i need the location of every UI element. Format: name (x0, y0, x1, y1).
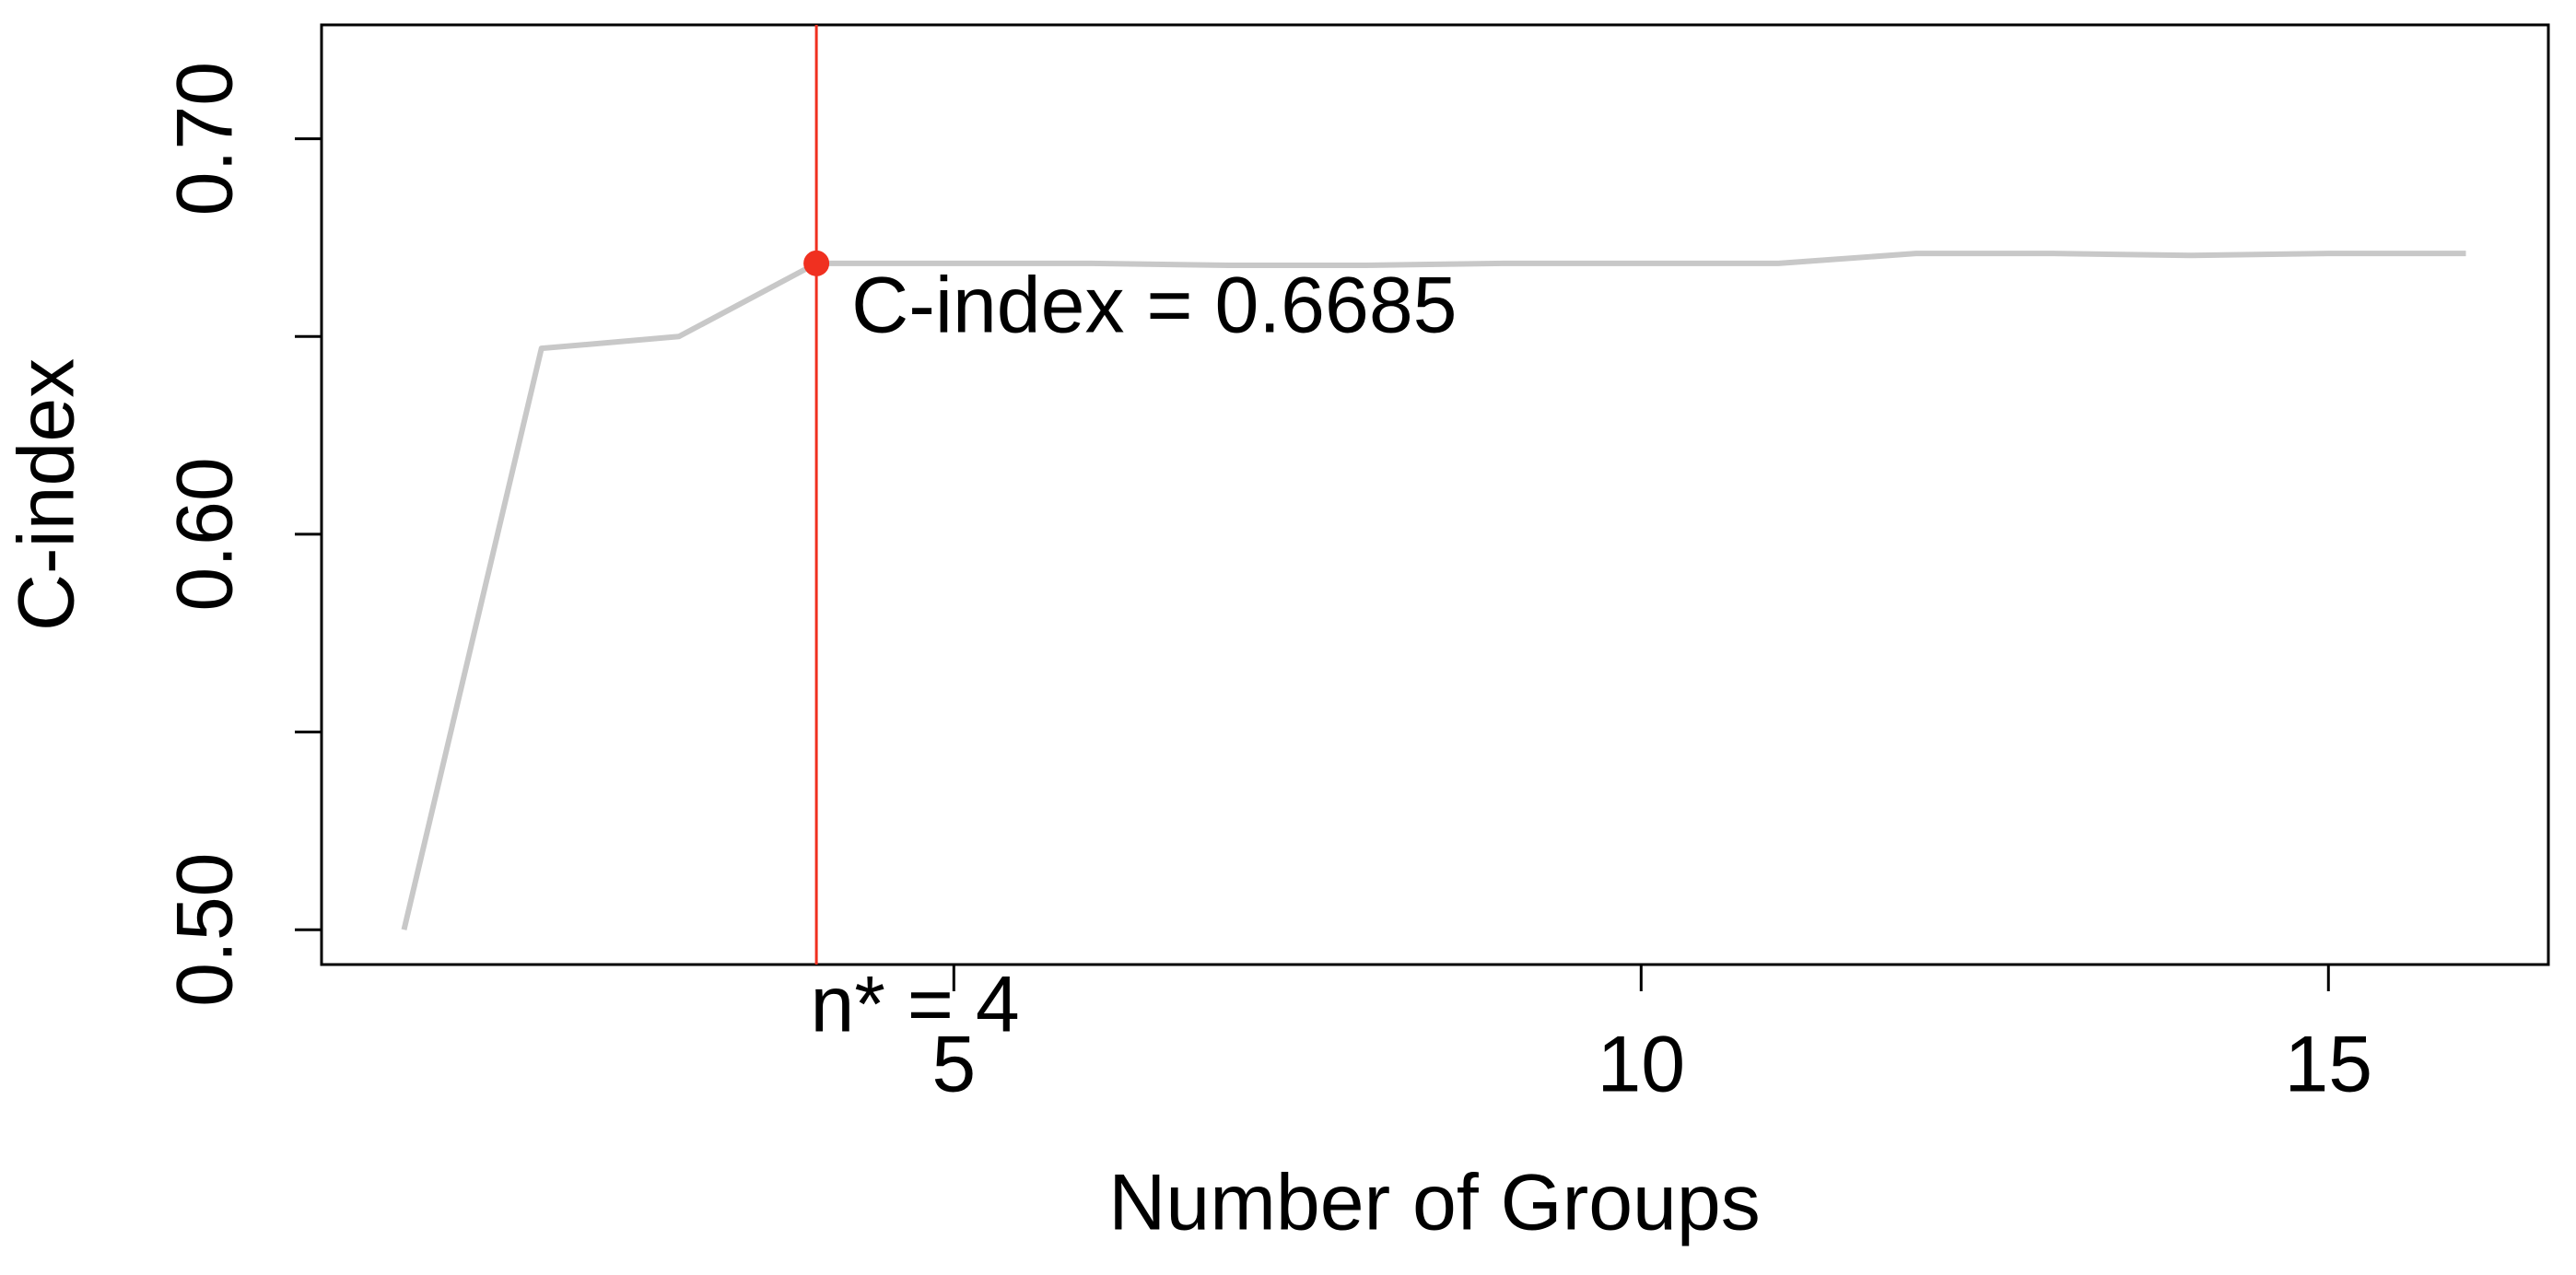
y-tick-label: 0.50 (161, 853, 250, 1007)
x-tick-label: 15 (2284, 1021, 2372, 1109)
x-tick-label: 10 (1597, 1021, 1685, 1109)
y-axis-title: C-index (3, 358, 91, 631)
highlight-x-label: n* = 4 (811, 961, 1020, 1049)
x-tick-label: 5 (931, 1021, 976, 1109)
y-tick-label: 0.60 (161, 457, 250, 611)
highlight-label: C-index = 0.6685 (851, 262, 1457, 350)
x-axis-title: Number of Groups (1108, 1159, 1760, 1247)
data-line (401, 251, 2466, 930)
y-tick-label: 0.70 (161, 62, 250, 216)
plot-frame (320, 23, 2550, 966)
highlight-point (803, 250, 830, 276)
